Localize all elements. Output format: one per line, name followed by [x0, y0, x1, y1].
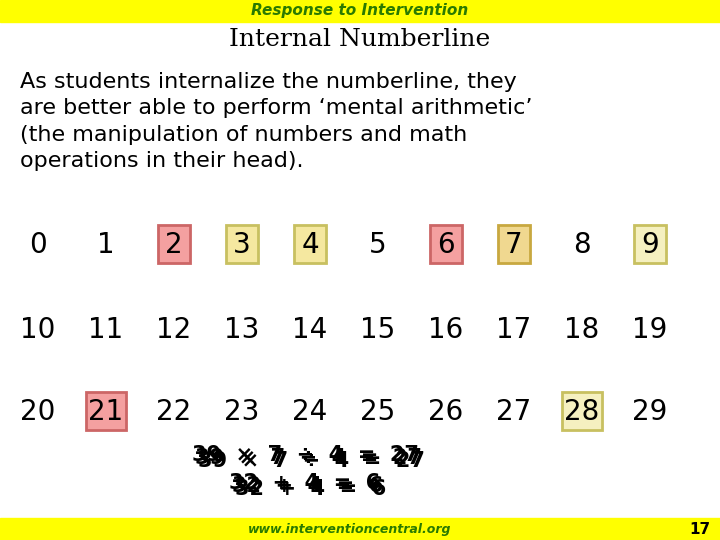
Text: Internal Numberline: Internal Numberline: [230, 29, 490, 51]
FancyBboxPatch shape: [562, 392, 602, 430]
Text: 14: 14: [292, 316, 328, 344]
Text: 39  ×  7  ÷  4  =  27: 39 × 7 ÷ 4 = 27: [194, 448, 421, 468]
Text: 11: 11: [89, 316, 124, 344]
Text: 8: 8: [573, 231, 591, 259]
Text: 39  ×  7  ÷  4  =  27: 39 × 7 ÷ 4 = 27: [197, 451, 424, 471]
Text: 5: 5: [369, 231, 387, 259]
Text: 18: 18: [564, 316, 600, 344]
FancyBboxPatch shape: [86, 392, 126, 430]
Text: 15: 15: [361, 316, 395, 344]
Text: 10: 10: [20, 316, 55, 344]
Text: 9: 9: [641, 231, 659, 259]
Text: 22: 22: [156, 398, 192, 426]
FancyBboxPatch shape: [158, 225, 190, 263]
Text: 39  ×  7  ÷  4  =  27: 39 × 7 ÷ 4 = 27: [192, 445, 418, 465]
Text: 4: 4: [301, 231, 319, 259]
Text: 26: 26: [428, 398, 464, 426]
FancyBboxPatch shape: [430, 225, 462, 263]
Text: 7: 7: [505, 231, 523, 259]
Text: 24: 24: [292, 398, 328, 426]
Text: 16: 16: [428, 316, 464, 344]
Text: 13: 13: [225, 316, 260, 344]
Bar: [0, 518, 720, 540]
Text: 27: 27: [496, 398, 531, 426]
Bar: [0, 0, 720, 22]
Text: 12: 12: [156, 316, 192, 344]
Text: Response to Intervention: Response to Intervention: [251, 3, 469, 18]
FancyBboxPatch shape: [498, 225, 530, 263]
Text: 20: 20: [20, 398, 55, 426]
Text: 29: 29: [632, 398, 667, 426]
FancyBboxPatch shape: [634, 225, 666, 263]
Text: 23: 23: [225, 398, 260, 426]
FancyBboxPatch shape: [226, 225, 258, 263]
Text: 3: 3: [233, 231, 251, 259]
Text: As students internalize the numberline, they
are better able to perform ‘mental : As students internalize the numberline, …: [20, 72, 533, 171]
Text: 2: 2: [165, 231, 183, 259]
Text: 19: 19: [632, 316, 667, 344]
Text: 17: 17: [496, 316, 531, 344]
Text: 0: 0: [29, 231, 47, 259]
Text: 32  +  4  =  6: 32 + 4 = 6: [235, 479, 387, 499]
Text: 6: 6: [437, 231, 455, 259]
Text: 32  +  4  =  6: 32 + 4 = 6: [230, 473, 381, 493]
Text: 28: 28: [564, 398, 600, 426]
Text: 21: 21: [89, 398, 124, 426]
Text: 1: 1: [97, 231, 114, 259]
Text: 17: 17: [690, 522, 711, 537]
Text: 25: 25: [361, 398, 395, 426]
Text: 32  +  4  =  6: 32 + 4 = 6: [233, 476, 384, 496]
Text: www.interventioncentral.org: www.interventioncentral.org: [248, 523, 451, 536]
FancyBboxPatch shape: [294, 225, 326, 263]
